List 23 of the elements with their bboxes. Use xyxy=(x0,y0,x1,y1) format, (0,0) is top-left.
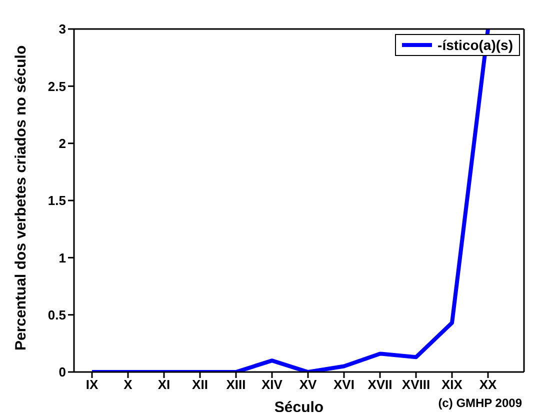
y-tick-label: 3 xyxy=(58,22,66,37)
x-tick-label: XI xyxy=(158,377,170,392)
y-tick-label: 2 xyxy=(58,136,66,151)
x-tick-label: XX xyxy=(479,377,497,392)
x-axis-title: Século xyxy=(274,399,324,416)
x-tick-label: IX xyxy=(86,377,98,392)
y-tick-label: 1 xyxy=(58,250,66,266)
text: (c) GMHP 2009 xyxy=(438,396,522,410)
x-tick-label: XIX xyxy=(442,377,463,392)
x-tick-label: X xyxy=(124,377,133,392)
y-tick-label: 2.5 xyxy=(48,78,66,94)
y-tick-label: 1.5 xyxy=(48,193,66,208)
x-tick-label: XV xyxy=(299,377,317,392)
x-tick-label: XIII xyxy=(226,377,246,392)
x-tick-label: XII xyxy=(192,377,208,392)
x-tick-label: XVII xyxy=(368,377,392,392)
x-tick-label: XVIII xyxy=(402,377,430,392)
legend-label: -ístico(a)(s) xyxy=(438,37,513,53)
x-tick-label: XIV xyxy=(262,377,283,392)
y-tick-label: 0.5 xyxy=(48,307,66,322)
y-axis-title: Percentual dos verbetes criados no século xyxy=(12,45,30,350)
x-tick-label: XVI xyxy=(334,377,354,392)
y-tick-label: 0 xyxy=(58,364,66,380)
